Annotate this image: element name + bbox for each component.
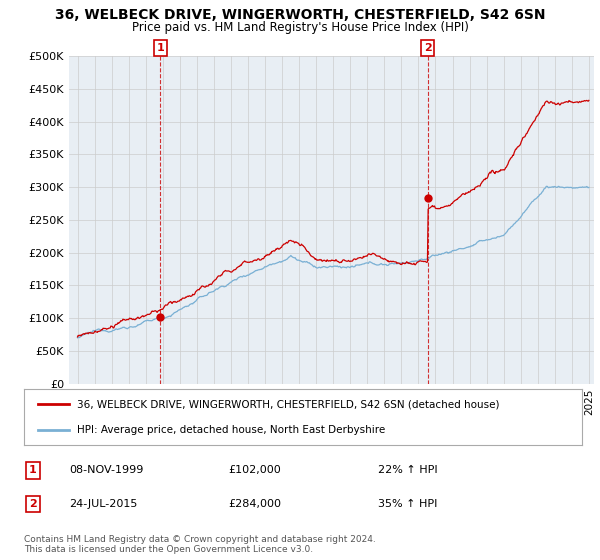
Text: 1: 1	[29, 465, 37, 475]
Text: 35% ↑ HPI: 35% ↑ HPI	[378, 499, 437, 509]
Text: Price paid vs. HM Land Registry's House Price Index (HPI): Price paid vs. HM Land Registry's House …	[131, 21, 469, 34]
Text: 2: 2	[29, 499, 37, 509]
Text: £102,000: £102,000	[228, 465, 281, 475]
Text: HPI: Average price, detached house, North East Derbyshire: HPI: Average price, detached house, Nort…	[77, 425, 385, 435]
Text: 24-JUL-2015: 24-JUL-2015	[69, 499, 137, 509]
Text: 22% ↑ HPI: 22% ↑ HPI	[378, 465, 437, 475]
Text: 36, WELBECK DRIVE, WINGERWORTH, CHESTERFIELD, S42 6SN (detached house): 36, WELBECK DRIVE, WINGERWORTH, CHESTERF…	[77, 399, 500, 409]
Text: 36, WELBECK DRIVE, WINGERWORTH, CHESTERFIELD, S42 6SN: 36, WELBECK DRIVE, WINGERWORTH, CHESTERF…	[55, 8, 545, 22]
Text: 2: 2	[424, 43, 431, 53]
Text: Contains HM Land Registry data © Crown copyright and database right 2024.
This d: Contains HM Land Registry data © Crown c…	[24, 535, 376, 554]
Text: £284,000: £284,000	[228, 499, 281, 509]
Text: 08-NOV-1999: 08-NOV-1999	[69, 465, 143, 475]
Text: 1: 1	[157, 43, 164, 53]
